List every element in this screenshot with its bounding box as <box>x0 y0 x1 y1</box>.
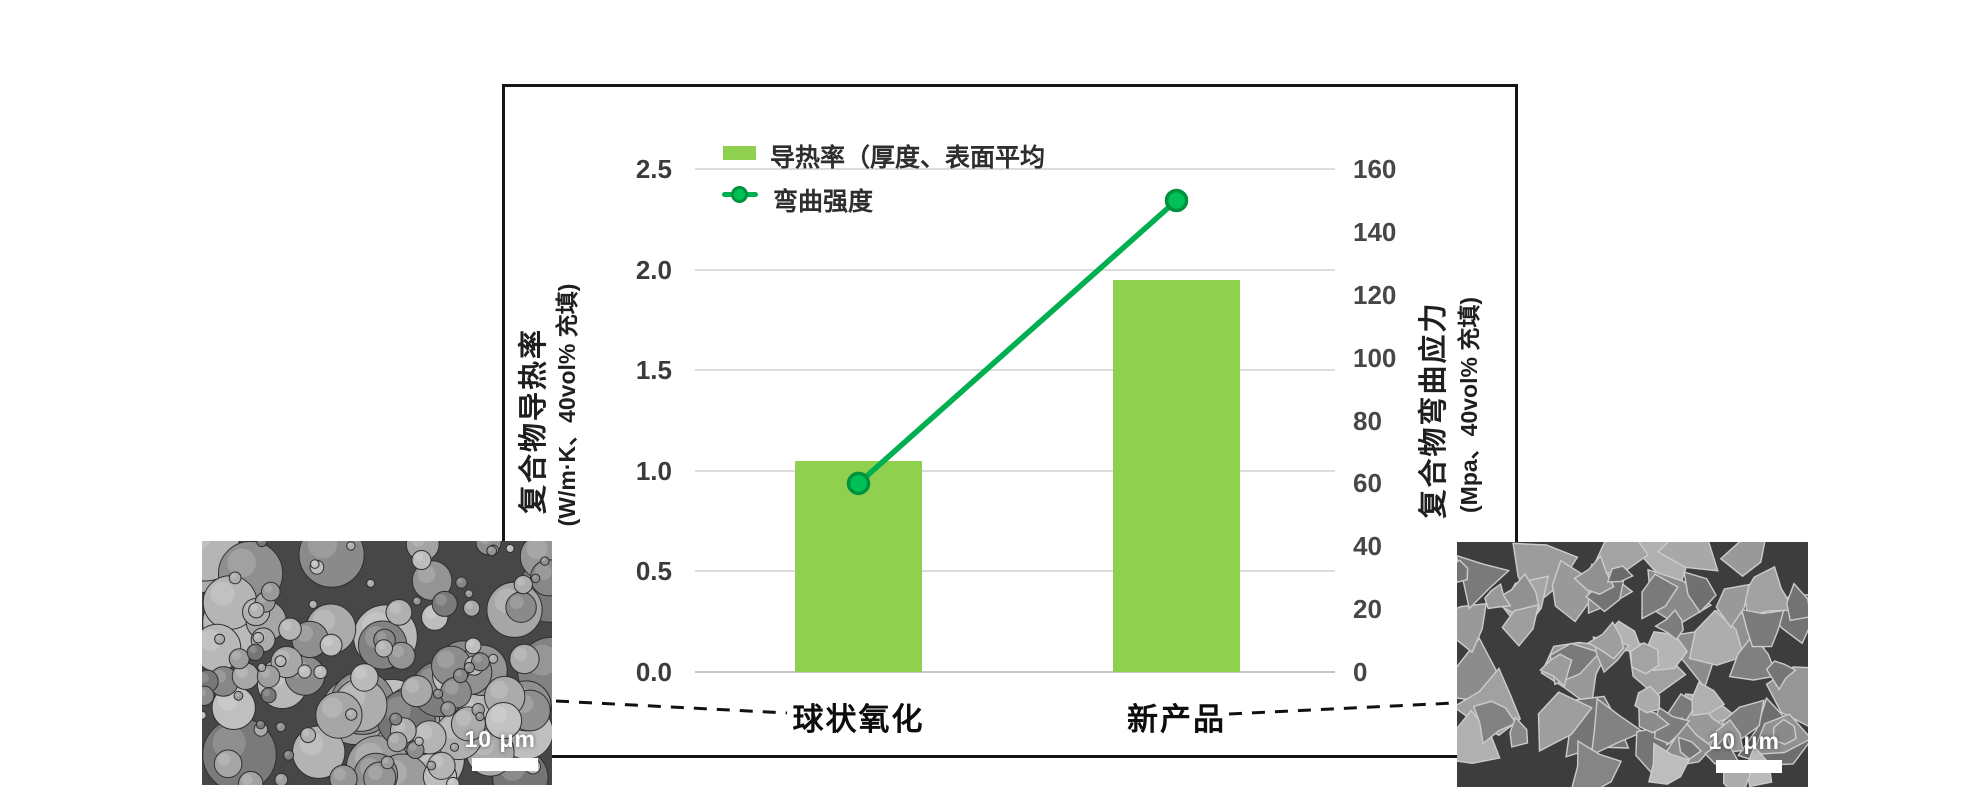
sem-spheres-texture <box>202 541 552 785</box>
sem-image-flake-particles: 10 μm <box>1457 542 1808 787</box>
bar-category-0 <box>795 461 922 672</box>
left-tick-label: 1.0 <box>635 456 672 486</box>
category-label-1: 新产品 <box>1127 702 1226 737</box>
sem-flakes-texture <box>1457 542 1808 787</box>
right-tick-label: 20 <box>1353 594 1382 624</box>
left-tick-label: 0.5 <box>635 556 672 586</box>
right-tick-label: 100 <box>1353 343 1397 373</box>
category-label-0: 球状氧化 <box>792 702 925 737</box>
left-tick-label: 2.5 <box>635 154 672 184</box>
right-tick-label: 80 <box>1353 406 1382 436</box>
left-axis-subtitle: (W/m·K、40vol% 充填) <box>554 283 580 527</box>
gridline <box>695 269 1335 271</box>
left-tick-label: 1.5 <box>635 355 672 385</box>
right-tick-label: 120 <box>1353 280 1397 310</box>
scalebar-label-left: 10 μm <box>464 726 536 752</box>
right-tick-label: 0 <box>1353 657 1368 687</box>
right-tick-label: 60 <box>1353 468 1382 498</box>
left-tick-label: 0.0 <box>635 657 672 687</box>
left-axis-title: 复合物导热率 <box>518 327 550 515</box>
right-axis-subtitle: (Mpa、40vol% 充填) <box>1456 297 1482 513</box>
left-tick-label: 2.0 <box>635 255 672 285</box>
bar-category-1 <box>1113 280 1240 672</box>
legend-dot-icon <box>731 186 748 203</box>
scalebar-label-right: 10 μm <box>1708 728 1780 754</box>
legend-label-bending-strength: 弯曲强度 <box>773 188 874 216</box>
sem-image-spherical-particles: 10 μm <box>202 541 552 785</box>
right-tick-label: 160 <box>1353 154 1397 184</box>
legend-bar-swatch <box>723 146 756 160</box>
gridline <box>695 570 1335 572</box>
gridline <box>695 671 1335 673</box>
right-tick-label: 40 <box>1353 531 1382 561</box>
scalebar-left <box>472 758 538 771</box>
scalebar-right <box>1716 760 1782 773</box>
right-axis-title: 复合物弯曲应力 <box>1418 301 1450 519</box>
legend-label-conductivity: 导热率（厚度、表面平均 <box>770 144 1046 172</box>
gridline <box>695 168 1335 170</box>
right-tick-label: 140 <box>1353 217 1397 247</box>
